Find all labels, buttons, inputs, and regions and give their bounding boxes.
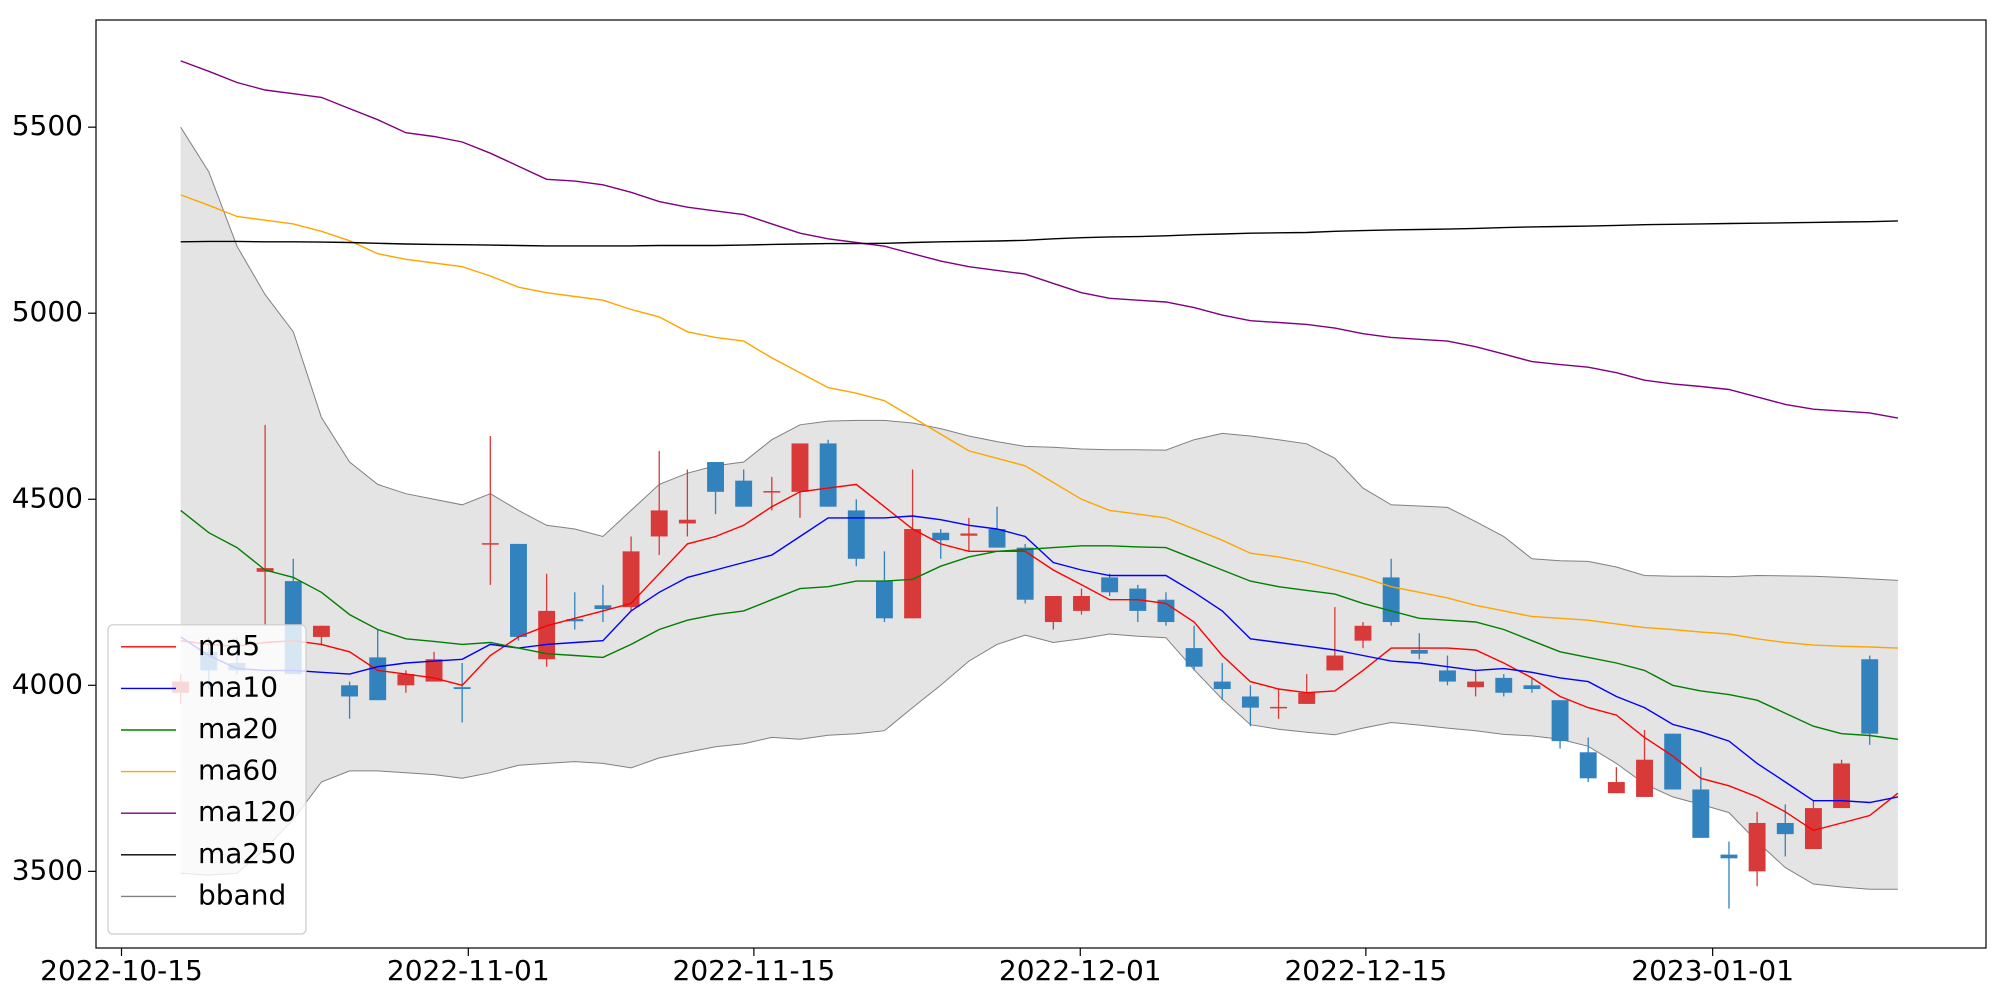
candle-body	[1861, 659, 1879, 734]
candle-body	[1439, 670, 1456, 682]
candle-body	[1016, 547, 1034, 600]
plot-area	[172, 60, 1899, 909]
ma-line	[180, 515, 1899, 804]
legend-label: bband	[198, 878, 286, 911]
candle-body	[594, 605, 612, 610]
candle-body	[425, 659, 443, 682]
candle-body	[960, 533, 978, 536]
bband-lower	[180, 633, 1898, 890]
candle-body	[819, 443, 837, 507]
candle-body	[1270, 706, 1287, 709]
y-tick-label: 5000	[12, 295, 83, 328]
candle-body	[988, 529, 1006, 548]
ma-line	[180, 509, 1898, 740]
legend-label: ma60	[198, 754, 278, 787]
candle-body	[847, 510, 865, 559]
candle-body	[1523, 685, 1541, 690]
candle-body	[397, 674, 415, 686]
candle-body	[650, 510, 668, 537]
candle-body	[1213, 681, 1231, 690]
legend-label: ma250	[198, 837, 296, 870]
candle-body	[1185, 648, 1203, 667]
candle-body	[481, 543, 499, 545]
candle-body	[1410, 649, 1428, 654]
y-tick-label: 5500	[12, 109, 83, 142]
candle-body	[622, 551, 640, 608]
legend-label: ma10	[198, 670, 278, 703]
candle-body	[1579, 752, 1597, 779]
candle-body	[707, 462, 724, 492]
legend-label: ma120	[198, 795, 296, 828]
candle-body	[791, 443, 809, 492]
legend-label: ma20	[198, 712, 278, 745]
candle-body	[1720, 854, 1738, 859]
y-tick-label: 4500	[12, 481, 83, 514]
candle-body	[1354, 625, 1372, 641]
candle-body	[566, 619, 584, 622]
x-tick-label: 2022-12-01	[999, 954, 1162, 987]
bband-upper	[180, 126, 1898, 581]
candle-body	[312, 625, 330, 637]
candle-body	[1298, 692, 1316, 704]
candle-body	[678, 519, 696, 524]
candle-body	[1551, 700, 1569, 742]
candle-body	[932, 532, 950, 541]
candle-body	[1607, 782, 1625, 794]
bband-area	[180, 127, 1898, 890]
candle-body	[1748, 822, 1766, 872]
candle-body	[1157, 599, 1175, 623]
candle-body	[341, 685, 359, 697]
x-tick-label: 2023-01-01	[1631, 954, 1794, 987]
ma-line	[180, 220, 1898, 247]
candle-body	[1636, 759, 1653, 797]
y-tick-label: 4000	[12, 667, 83, 700]
candle-body	[510, 543, 527, 637]
candle-body	[369, 657, 387, 701]
candle-body	[1776, 822, 1794, 835]
candle-body	[735, 480, 753, 507]
candle-body	[1804, 808, 1822, 850]
candle-body	[1664, 733, 1682, 790]
ma-line	[180, 483, 1899, 832]
candle-body	[453, 687, 471, 690]
legend-box	[107, 624, 307, 935]
candle-body	[1692, 789, 1710, 838]
y-tick-label: 3500	[12, 853, 83, 886]
x-tick-label: 2022-10-15	[40, 954, 203, 987]
ma-line	[180, 194, 1898, 649]
candle-body	[1326, 655, 1344, 671]
ma-line	[180, 60, 1899, 419]
legend-label: ma5	[198, 629, 260, 662]
candle-body	[1073, 596, 1090, 611]
candle-body	[538, 610, 556, 660]
candle-body	[1241, 696, 1259, 708]
candle-body	[1467, 681, 1485, 688]
x-tick-label: 2022-12-15	[1284, 954, 1447, 987]
candle-body	[904, 529, 922, 619]
legend: ma5 ma10 ma20 ma60 ma120 ma250 bband	[107, 624, 307, 935]
candle-body	[875, 581, 893, 619]
x-tick-label: 2022-11-15	[673, 954, 836, 987]
candle-body	[1382, 577, 1400, 623]
candle-body	[1833, 763, 1851, 809]
candle-body	[1495, 677, 1513, 693]
axes-frame	[95, 19, 1987, 949]
candle-body	[1101, 577, 1119, 593]
candle-body	[763, 491, 781, 493]
x-tick-label: 2022-11-01	[387, 954, 550, 987]
candle-body	[1044, 596, 1062, 623]
